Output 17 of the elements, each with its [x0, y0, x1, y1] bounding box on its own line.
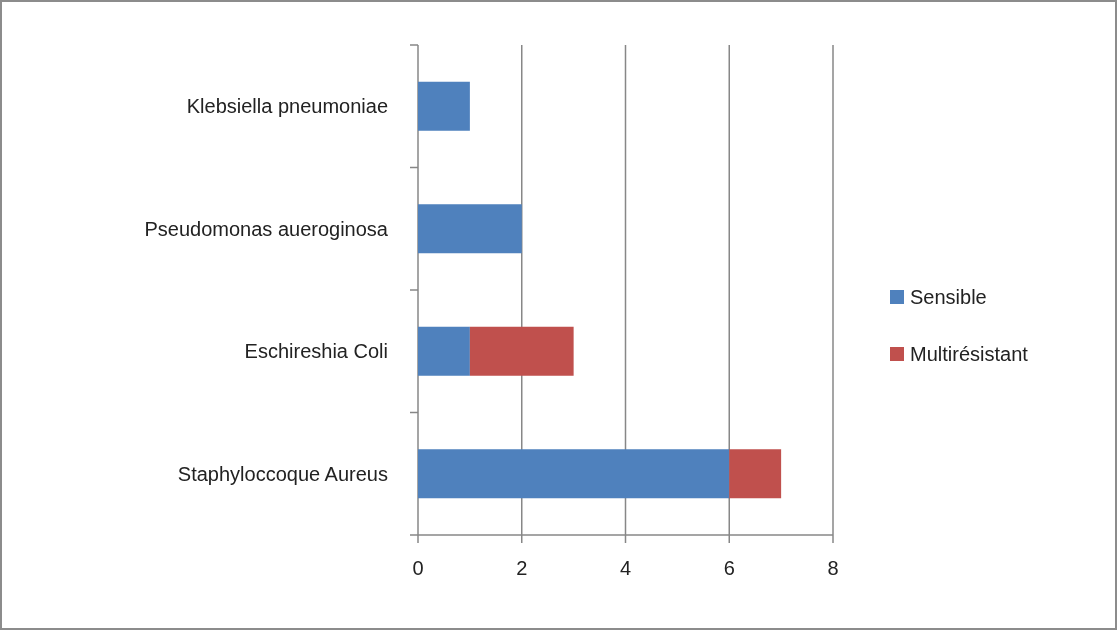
y-tick-label: Pseudomonas aueroginosa	[144, 217, 389, 240]
bar	[418, 81, 470, 131]
y-tick-label: Staphyloccoque Aureus	[177, 462, 388, 485]
legend-label: Sensible	[910, 286, 987, 308]
x-tick-label: 2	[516, 557, 528, 579]
x-tick-label: 4	[619, 557, 632, 579]
bar	[729, 449, 782, 499]
y-tick-label: Eschireshia Coli	[244, 340, 388, 363]
bar	[418, 326, 470, 376]
bar	[418, 204, 522, 254]
y-tick-label: Klebsiella pneumoniae	[186, 95, 388, 118]
x-tick-label: 0	[412, 557, 424, 579]
x-tick-label: 8	[827, 557, 839, 579]
legend-label: Multirésistant	[910, 343, 1029, 365]
bar	[469, 326, 574, 376]
bar	[418, 449, 730, 499]
x-tick-label: 6	[723, 557, 735, 579]
